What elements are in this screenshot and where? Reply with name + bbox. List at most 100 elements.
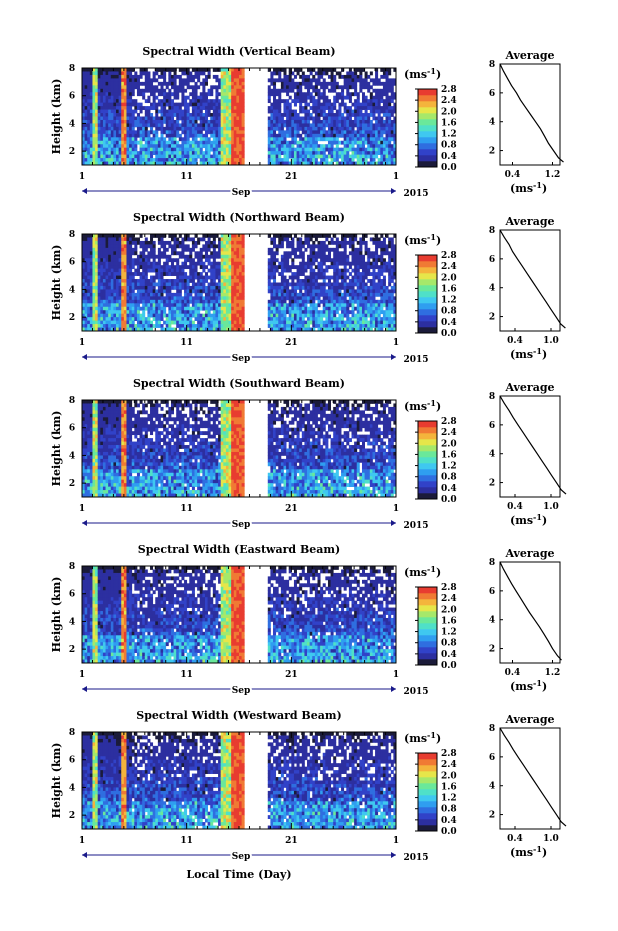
heatmap-cell bbox=[225, 254, 229, 259]
heatmap-cell bbox=[186, 126, 190, 131]
heatmap-cell bbox=[301, 320, 305, 325]
heatmap-cell bbox=[223, 109, 227, 114]
heatmap-cell bbox=[126, 303, 130, 308]
heatmap-cell bbox=[176, 113, 180, 117]
heatmap-cell bbox=[225, 126, 229, 131]
heatmap-cell bbox=[215, 99, 219, 104]
heatmap-cell bbox=[178, 78, 182, 83]
heatmap-cell bbox=[194, 254, 198, 259]
heatmap-cell bbox=[375, 106, 379, 110]
heatmap-cell bbox=[176, 296, 180, 301]
heatmap-cell bbox=[184, 99, 188, 104]
heatmap-cell bbox=[359, 74, 363, 79]
heatmap-cell bbox=[202, 299, 206, 304]
heatmap-cell bbox=[286, 279, 290, 283]
heatmap-cell bbox=[92, 102, 96, 107]
heatmap-cell bbox=[118, 272, 122, 276]
heatmap-cell bbox=[346, 113, 350, 117]
heatmap-cell bbox=[273, 147, 277, 152]
heatmap-cell bbox=[348, 144, 352, 149]
heatmap-cell bbox=[239, 282, 243, 287]
heatmap-cell bbox=[393, 151, 397, 155]
heatmap-cell bbox=[100, 130, 104, 135]
heatmap-cell bbox=[228, 126, 232, 131]
heatmap-cell bbox=[225, 71, 229, 76]
heatmap-cell bbox=[291, 279, 295, 283]
heatmap-cell bbox=[301, 92, 305, 97]
heatmap-cell bbox=[309, 133, 313, 138]
heatmap-cell bbox=[239, 109, 243, 114]
heatmap-cell bbox=[375, 144, 379, 149]
heatmap-cell bbox=[241, 285, 245, 290]
heatmap-cell bbox=[301, 254, 305, 259]
heatmap-cell bbox=[144, 151, 148, 155]
heatmap-cell bbox=[178, 161, 182, 166]
y-tick-label: 4 bbox=[69, 119, 75, 129]
heatmap-cell bbox=[283, 299, 287, 304]
heatmap-cell bbox=[165, 95, 169, 100]
heatmap-cell bbox=[113, 85, 117, 90]
heatmap-cell bbox=[288, 140, 292, 145]
heatmap-cell bbox=[218, 109, 222, 114]
heatmap-cell bbox=[197, 147, 201, 152]
heatmap-cell bbox=[228, 275, 232, 280]
heatmap-cell bbox=[380, 81, 384, 86]
heatmap-cell bbox=[105, 320, 109, 325]
heatmap-cell bbox=[372, 140, 376, 145]
heatmap-cell bbox=[325, 68, 329, 72]
heatmap-cell bbox=[267, 140, 271, 145]
heatmap-cell bbox=[97, 133, 101, 138]
heatmap-cell bbox=[301, 161, 305, 166]
heatmap-cell bbox=[307, 113, 311, 117]
heatmap-cell bbox=[134, 133, 138, 138]
heatmap-cell bbox=[288, 78, 292, 83]
heatmap-cell bbox=[170, 74, 174, 79]
heatmap-cell bbox=[239, 285, 243, 290]
heatmap-cell bbox=[152, 313, 156, 318]
heatmap-cell bbox=[390, 130, 394, 135]
heatmap-cell bbox=[121, 158, 125, 162]
heatmap-cell bbox=[286, 161, 290, 166]
heatmap-cell bbox=[100, 306, 104, 311]
heatmap-cell bbox=[338, 123, 342, 128]
heatmap-cell bbox=[97, 109, 101, 114]
heatmap-cell bbox=[278, 282, 282, 287]
heatmap-cell bbox=[108, 126, 112, 131]
heatmap-cell bbox=[118, 289, 122, 294]
heatmap-cell bbox=[322, 78, 326, 83]
heatmap-cell bbox=[283, 158, 287, 162]
heatmap-cell bbox=[176, 116, 180, 121]
heatmap-cell bbox=[280, 123, 284, 128]
heatmap-cell bbox=[296, 303, 300, 308]
heatmap-cell bbox=[204, 119, 208, 124]
heatmap-cell bbox=[283, 130, 287, 135]
heatmap-cell bbox=[152, 275, 156, 280]
heatmap-cell bbox=[228, 68, 232, 72]
heatmap-cell bbox=[191, 116, 195, 121]
heatmap-cell bbox=[126, 244, 130, 249]
heatmap-cell bbox=[346, 88, 350, 93]
heatmap-cell bbox=[220, 126, 224, 131]
heatmap-cell bbox=[121, 303, 125, 308]
heatmap-cell bbox=[267, 126, 271, 131]
heatmap-cell bbox=[123, 234, 127, 238]
heatmap-cell bbox=[142, 68, 146, 72]
heatmap-cell bbox=[178, 85, 182, 90]
heatmap-cell bbox=[95, 158, 99, 162]
heatmap-cell bbox=[173, 137, 177, 142]
heatmap-cell bbox=[275, 265, 279, 270]
heatmap-cell bbox=[181, 158, 185, 162]
heatmap-cell bbox=[199, 161, 203, 166]
heatmap-cell bbox=[139, 123, 143, 128]
heatmap-cell bbox=[215, 306, 219, 311]
heatmap-cell bbox=[361, 78, 365, 83]
heatmap-cell bbox=[225, 151, 229, 155]
heatmap-cell bbox=[176, 292, 180, 297]
heatmap-cell bbox=[160, 289, 164, 294]
heatmap-cell bbox=[322, 268, 326, 273]
heatmap-cell bbox=[301, 109, 305, 114]
heatmap-cell bbox=[239, 133, 243, 138]
heatmap-cell bbox=[317, 144, 321, 149]
heatmap-cell bbox=[155, 275, 159, 280]
heatmap-cell bbox=[278, 74, 282, 79]
